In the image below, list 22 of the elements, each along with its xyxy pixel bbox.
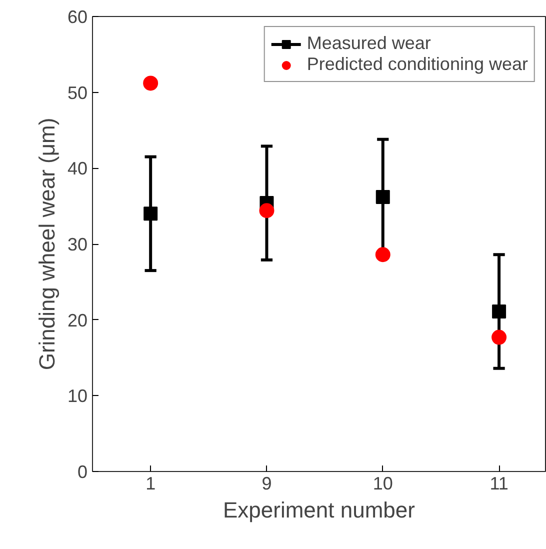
point xyxy=(376,190,390,204)
x-axis-title: Experiment number xyxy=(223,498,415,522)
x-tick-label: 1 xyxy=(146,474,156,494)
point xyxy=(259,203,274,218)
y-tick-label: 60 xyxy=(67,7,88,27)
y-tick-label: 10 xyxy=(67,386,88,406)
x-tick-label: 9 xyxy=(262,474,272,494)
point xyxy=(143,76,158,91)
y-tick-label: 0 xyxy=(77,462,88,482)
point xyxy=(375,247,390,262)
y-tick-label: 50 xyxy=(67,82,88,103)
x-tick-label: 10 xyxy=(372,474,393,494)
x-tick-label: 11 xyxy=(490,474,508,494)
point xyxy=(492,304,506,318)
legend-label: Measured wear xyxy=(306,33,431,54)
point xyxy=(492,330,507,345)
point xyxy=(144,206,158,221)
legend-label: Predicted conditioning wear xyxy=(306,54,528,75)
y-tick-label: 30 xyxy=(67,234,88,254)
y-tick-label: 20 xyxy=(67,310,88,330)
y-tick-label: 40 xyxy=(67,158,88,179)
y-axis-title: Grinding wheel wear (μm) xyxy=(34,118,60,370)
